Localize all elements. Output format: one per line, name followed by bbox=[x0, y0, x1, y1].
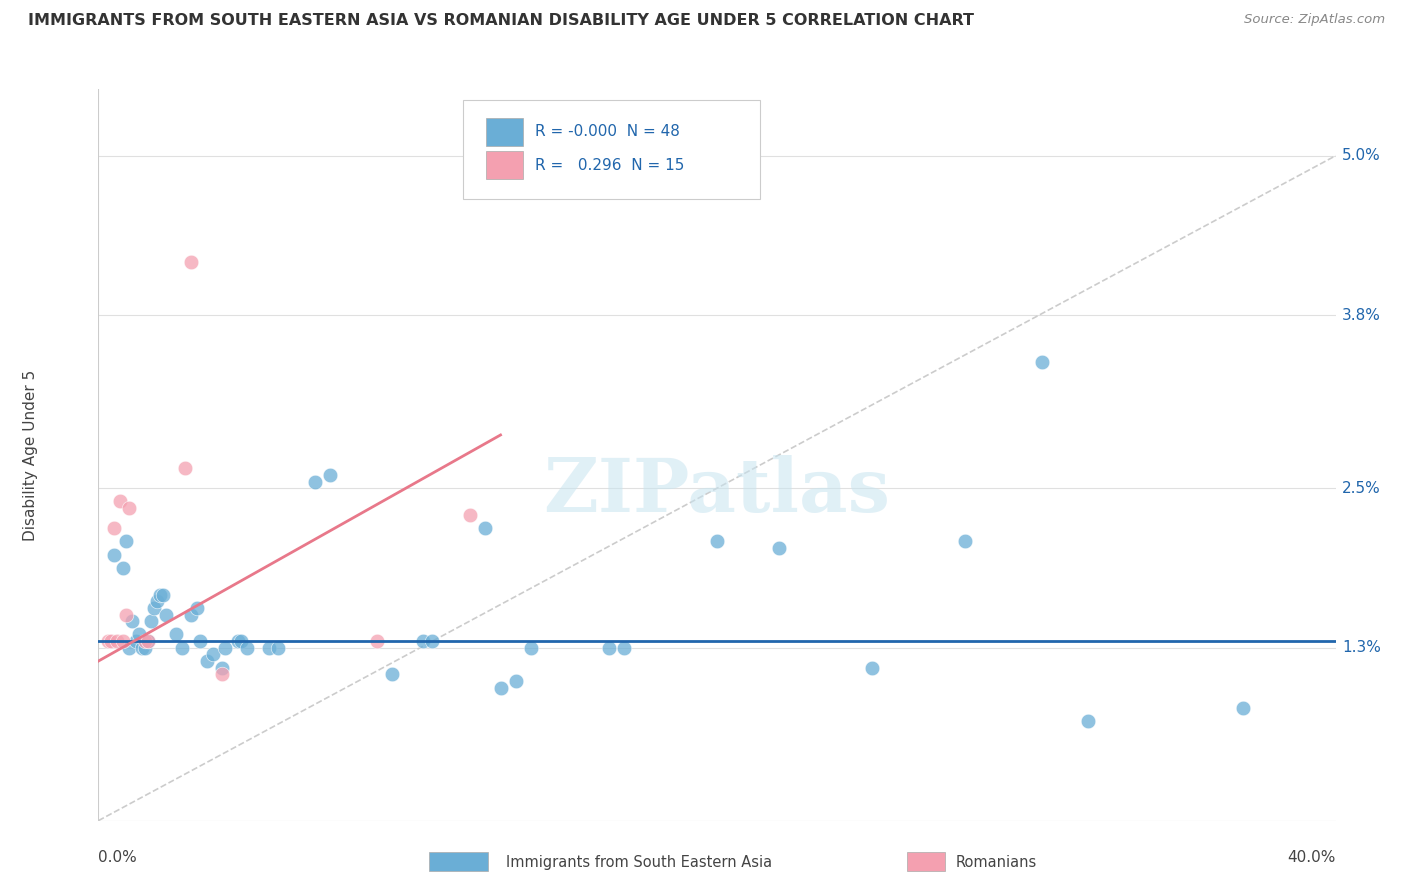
Point bbox=[118, 501, 141, 516]
Point bbox=[860, 661, 883, 675]
Point bbox=[180, 607, 202, 622]
FancyBboxPatch shape bbox=[464, 100, 761, 199]
Point bbox=[422, 634, 444, 648]
FancyBboxPatch shape bbox=[485, 118, 523, 145]
Point bbox=[236, 640, 259, 655]
Point bbox=[124, 634, 146, 648]
Text: 0.0%: 0.0% bbox=[98, 850, 138, 865]
Text: 40.0%: 40.0% bbox=[1288, 850, 1336, 865]
Point bbox=[214, 640, 236, 655]
Point bbox=[155, 607, 177, 622]
Point bbox=[128, 627, 150, 641]
Point bbox=[174, 461, 197, 475]
Text: Disability Age Under 5: Disability Age Under 5 bbox=[22, 369, 38, 541]
Point bbox=[613, 640, 636, 655]
Point bbox=[143, 600, 166, 615]
Point bbox=[136, 634, 159, 648]
Point bbox=[121, 614, 143, 628]
Point bbox=[520, 640, 543, 655]
Point bbox=[381, 667, 404, 681]
Point bbox=[103, 548, 125, 562]
Point bbox=[195, 654, 218, 668]
Point bbox=[152, 588, 174, 602]
Point bbox=[505, 673, 527, 688]
Point bbox=[186, 600, 208, 615]
Point bbox=[1077, 714, 1099, 728]
Point bbox=[115, 534, 138, 549]
Point bbox=[458, 508, 481, 522]
Point bbox=[105, 634, 128, 648]
Point bbox=[226, 634, 249, 648]
Text: 5.0%: 5.0% bbox=[1341, 148, 1381, 163]
Point bbox=[170, 640, 193, 655]
Point bbox=[1232, 700, 1254, 714]
Point bbox=[366, 634, 388, 648]
FancyBboxPatch shape bbox=[485, 152, 523, 179]
Text: R = -0.000  N = 48: R = -0.000 N = 48 bbox=[536, 124, 681, 139]
Text: Romanians: Romanians bbox=[956, 855, 1038, 870]
Point bbox=[412, 634, 434, 648]
Text: 3.8%: 3.8% bbox=[1341, 308, 1381, 323]
Point bbox=[267, 640, 290, 655]
Point bbox=[304, 475, 326, 489]
Text: IMMIGRANTS FROM SOUTH EASTERN ASIA VS ROMANIAN DISABILITY AGE UNDER 5 CORRELATIO: IMMIGRANTS FROM SOUTH EASTERN ASIA VS RO… bbox=[28, 13, 974, 29]
Point bbox=[97, 634, 120, 648]
Text: Immigrants from South Eastern Asia: Immigrants from South Eastern Asia bbox=[506, 855, 772, 870]
Point bbox=[598, 640, 620, 655]
Point bbox=[134, 640, 156, 655]
Point bbox=[146, 594, 169, 608]
Point bbox=[211, 667, 233, 681]
Text: R =   0.296  N = 15: R = 0.296 N = 15 bbox=[536, 158, 685, 173]
Point bbox=[257, 640, 280, 655]
Point bbox=[108, 494, 131, 508]
Text: 2.5%: 2.5% bbox=[1341, 481, 1381, 496]
Point bbox=[180, 255, 202, 269]
Point bbox=[211, 661, 233, 675]
Point bbox=[112, 561, 135, 575]
Point bbox=[118, 640, 141, 655]
Point bbox=[229, 634, 252, 648]
Point bbox=[165, 627, 187, 641]
Point bbox=[103, 521, 125, 535]
Point bbox=[953, 534, 976, 549]
Point bbox=[100, 634, 122, 648]
Point bbox=[190, 634, 212, 648]
Point bbox=[474, 521, 496, 535]
Point bbox=[319, 467, 342, 482]
Text: ZIPatlas: ZIPatlas bbox=[544, 455, 890, 528]
Point bbox=[1031, 355, 1053, 369]
Point bbox=[115, 607, 138, 622]
Point bbox=[768, 541, 790, 555]
Text: 1.3%: 1.3% bbox=[1341, 640, 1381, 656]
Point bbox=[136, 634, 159, 648]
Point bbox=[489, 681, 512, 695]
Point bbox=[112, 634, 135, 648]
Text: Source: ZipAtlas.com: Source: ZipAtlas.com bbox=[1244, 13, 1385, 27]
Point bbox=[706, 534, 728, 549]
Point bbox=[134, 634, 156, 648]
Point bbox=[139, 614, 162, 628]
Point bbox=[131, 640, 153, 655]
Point bbox=[201, 648, 224, 662]
Point bbox=[149, 588, 172, 602]
